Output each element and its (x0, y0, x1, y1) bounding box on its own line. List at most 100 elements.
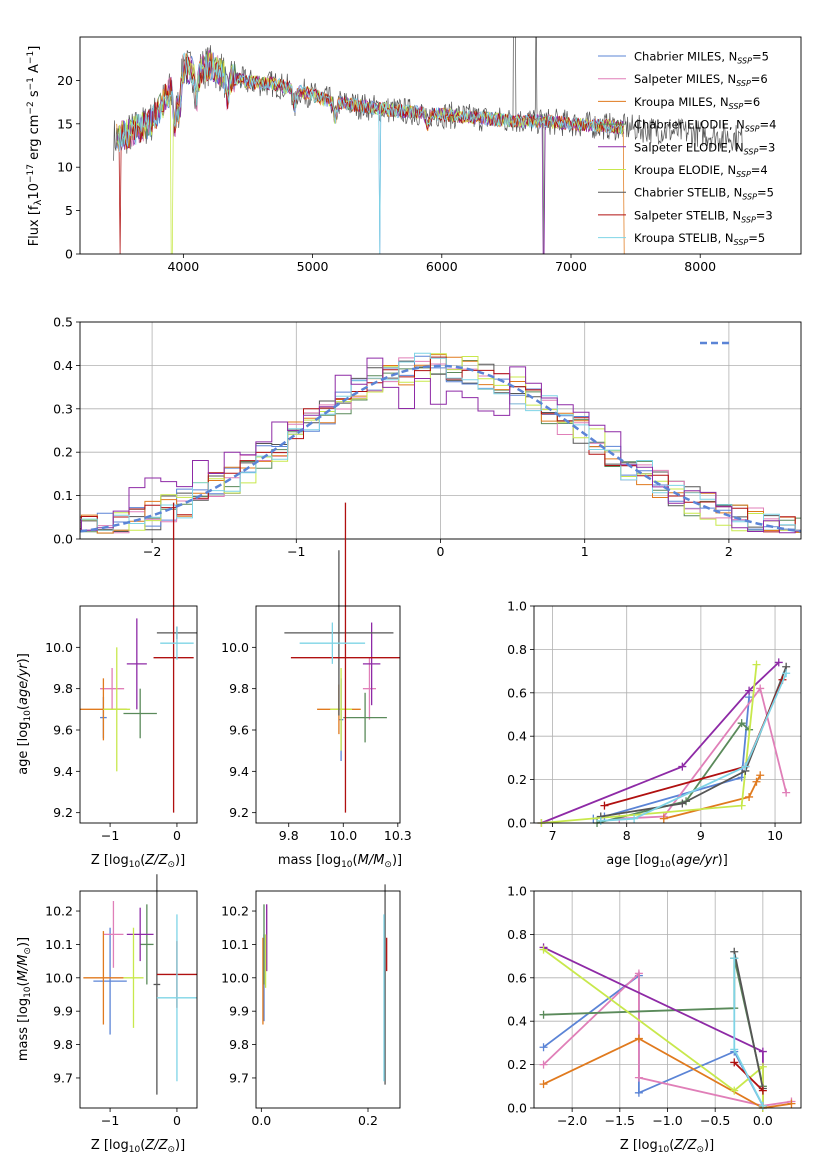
x-tick-label: 4000 (167, 259, 199, 274)
y-tick-label: 0.5 (53, 315, 73, 330)
data-point (758, 1047, 767, 1056)
x-tick-label: 8000 (684, 259, 716, 274)
data-point (634, 1088, 643, 1097)
axes-frame (79, 36, 802, 255)
legend-main: Chabrier MILES, N (634, 50, 737, 64)
x-tick-label: 1 (581, 544, 589, 559)
x-tick-label: 0 (173, 828, 181, 843)
label-part: 10 (23, 710, 33, 722)
panel-weight_vs_Z: −2.0 −1.5 −1.0 −0.5 0.0 0.0 0.2 0.4 0.6 0.8 1.0 (507, 884, 802, 1128)
label-part: s (27, 90, 42, 101)
x-tick-label: 6000 (426, 259, 458, 274)
x-axis-label: age [log10(age/yr)] (606, 853, 728, 870)
plot-area-age_vs_mass (284, 502, 400, 813)
series-line (543, 946, 764, 1108)
y-tick-label: 10.0 (221, 970, 249, 985)
series-line (596, 721, 750, 824)
label-part: mass [log (278, 853, 341, 868)
label-part: mass [log (16, 998, 31, 1061)
legend-sub: SSP (741, 215, 756, 224)
series-line (542, 948, 764, 1108)
series-line (541, 661, 780, 824)
legend-tail: =3 (756, 208, 773, 222)
series-line (619, 686, 788, 820)
y-axis-label: Flux [fλ10−17 erg cm−2 s−1 A−1] (26, 46, 44, 247)
legend-label: Salpeter STELIB, NSSP=3 (634, 208, 773, 224)
y-tick-label: 10.1 (45, 937, 73, 952)
x-tick-label: 5000 (297, 259, 329, 274)
label-part: )] (175, 853, 185, 868)
spectrum-line (117, 52, 624, 254)
label-part: ( (16, 981, 31, 986)
series-line (543, 1037, 792, 1109)
y-axis-label: mass [log10(M/M⊙)] (16, 937, 33, 1061)
data-point (596, 816, 605, 825)
y-tick-label: 9.7 (53, 1070, 73, 1085)
y-tick-label: 5 (65, 203, 73, 218)
y-tick-label: 0.2 (53, 445, 73, 460)
y-tick-label: 0.8 (507, 642, 527, 657)
y-tick-label: 10.0 (45, 970, 73, 985)
y-tick-label: 0.8 (507, 927, 527, 942)
x-tick-label: −0.5 (700, 1113, 730, 1128)
series-line (600, 666, 788, 818)
axes-frame (79, 890, 198, 1109)
x-tick-label: −1.0 (652, 1113, 682, 1128)
y-tick-label: 10.1 (221, 937, 249, 952)
y-tick-label: 9.6 (229, 723, 249, 738)
gaussian-curve (80, 364, 801, 533)
data-point (730, 1045, 739, 1054)
y-tick-label: 0.0 (507, 816, 527, 831)
label-part: 10 (23, 986, 33, 998)
label-part: Z/Z (673, 1138, 697, 1153)
label-part: )] (704, 1138, 714, 1153)
data-point (539, 1010, 548, 1019)
label-part: −1 (26, 77, 36, 90)
legend-main: Kroupa STELIB, N (634, 231, 734, 245)
data-point (758, 1086, 767, 1095)
legend-tail: =4 (760, 118, 777, 132)
legend-main: Salpeter STELIB, N (634, 208, 741, 222)
spectrum-line (117, 53, 624, 254)
label-part: M/M (16, 955, 31, 982)
x-axis-label: mass [log10(M/M⊙)] (278, 853, 402, 870)
panel-age_vs_Z: −1 0 9.2 9.4 9.6 9.8 10.0 (45, 502, 198, 843)
label-part: ] (27, 46, 42, 51)
y-tick-label: 9.8 (53, 681, 73, 696)
label-part: −1 (26, 51, 36, 64)
y-tick-label: 15 (57, 116, 73, 131)
histogram-line (80, 352, 801, 531)
data-point (782, 669, 791, 678)
data-point (752, 660, 761, 669)
x-tick-label: 0.0 (753, 1113, 773, 1128)
x-tick-label: −2 (143, 544, 161, 559)
data-point (634, 1034, 643, 1043)
y-tick-label: 9.4 (229, 764, 249, 779)
x-tick-label: 10.0 (329, 828, 357, 843)
data-point (539, 1043, 548, 1052)
axes-frame (79, 605, 198, 824)
legend-main: Kroupa ELODIE, N (634, 163, 736, 177)
y-tick-label: 10.2 (221, 904, 249, 919)
data-point (758, 1101, 767, 1110)
plot-area-mass_vs_EBV (262, 884, 388, 1085)
label-part: 10 (27, 183, 42, 200)
label-part: ( (669, 1138, 674, 1153)
y-tick-label: 9.9 (53, 1004, 73, 1019)
legend-tail: =5 (752, 50, 769, 64)
legend-sub: SSP (736, 79, 751, 88)
panel-age_vs_mass: 9.8 10.0 10.3 9.2 9.4 9.6 9.8 10.0 (221, 502, 412, 843)
panel-spectrum: 4000 5000 6000 7000 8000 0 5 10 15 20 (57, 36, 802, 274)
legend-sub: SSP (737, 57, 752, 66)
series-line (542, 973, 764, 1107)
legend-label: Chabrier ELODIE, NSSP=4 (634, 118, 776, 134)
legend-main: Salpeter MILES, N (634, 72, 736, 86)
data-point (787, 1099, 796, 1108)
legend-sub: SSP (734, 238, 749, 247)
legend-tail: =6 (743, 95, 760, 109)
label-part: 10 (659, 860, 671, 870)
label-part: M/M (358, 853, 385, 868)
y-tick-label: 1.0 (507, 884, 527, 899)
x-tick-label: 0.0 (251, 1113, 271, 1128)
